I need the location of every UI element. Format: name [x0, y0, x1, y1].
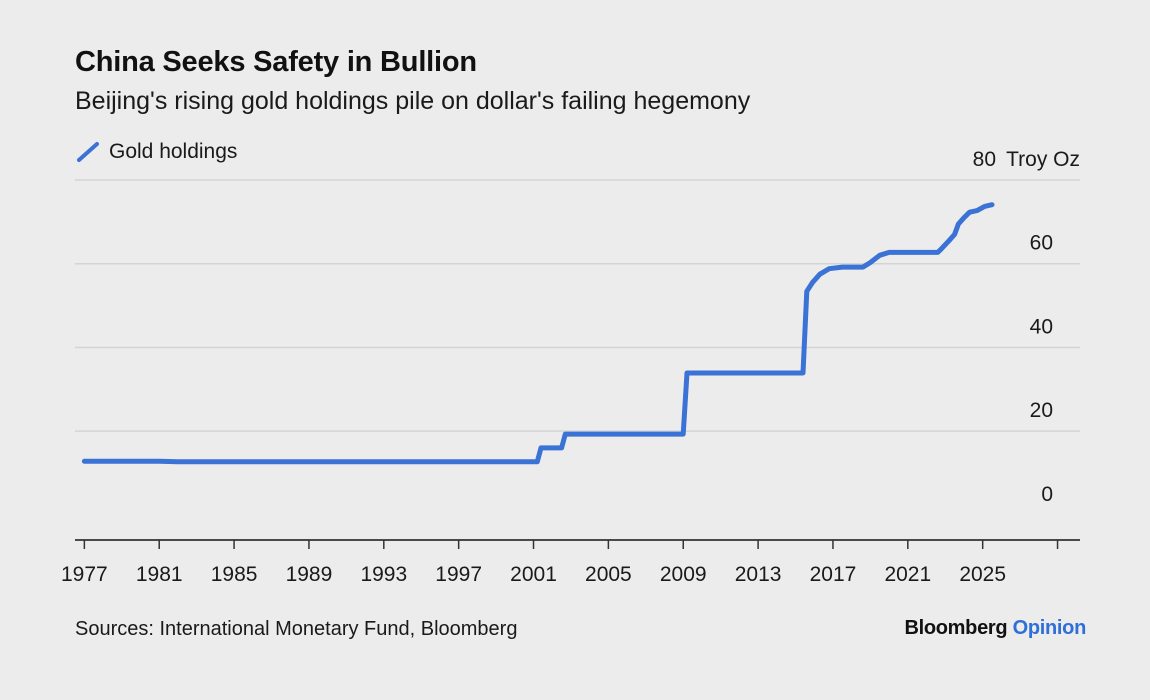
x-tick-label: 2025	[959, 563, 1006, 586]
legend: Gold holdings	[75, 140, 237, 164]
x-tick-label: 1989	[286, 563, 333, 586]
source-note: Sources: International Monetary Fund, Bl…	[75, 618, 518, 640]
y-tick-label: 0	[1041, 483, 1053, 506]
x-tick-label: 2021	[884, 563, 931, 586]
brand-logo: Bloomberg Opinion	[904, 617, 1086, 640]
gridlines	[75, 179, 1080, 432]
line-swatch-icon	[77, 142, 99, 162]
y-unit-label: Troy Oz	[1006, 148, 1080, 171]
x-tick-label: 2013	[735, 563, 782, 586]
series-line-gold-holdings	[81, 202, 995, 465]
x-tick-label: 1985	[211, 563, 258, 586]
y-tick-label: 60	[1030, 232, 1053, 255]
x-axis	[75, 539, 1080, 549]
series-layer	[81, 202, 995, 465]
x-tick-label: 2017	[810, 563, 857, 586]
chart-title: China Seeks Safety in Bullion	[75, 46, 477, 78]
y-tick-label: 20	[1030, 399, 1053, 422]
x-tick-label: 2005	[585, 563, 632, 586]
x-tick-label: 2009	[660, 563, 707, 586]
y-tick-label: 40	[1030, 315, 1053, 338]
x-tick-labels: 1977 1981 1985 1989 1993 1997 2001 2005 2009 2013…	[61, 563, 1006, 586]
x-tick-label: 1993	[360, 563, 407, 586]
x-tick-label: 1977	[61, 563, 108, 586]
brand-main: Bloomberg	[904, 617, 1008, 639]
y-tick-label: 80	[973, 148, 996, 171]
x-tick-label: 1997	[435, 563, 482, 586]
chart-subtitle: Beijing's rising gold holdings pile on d…	[75, 87, 751, 115]
brand-sub: Opinion	[1012, 617, 1087, 639]
y-tick-labels: 0 20 40 60 80 Troy Oz	[973, 148, 1080, 506]
x-tick-label: 2001	[510, 563, 557, 586]
x-tick-label: 1981	[136, 563, 183, 586]
legend-label: Gold holdings	[109, 140, 238, 163]
